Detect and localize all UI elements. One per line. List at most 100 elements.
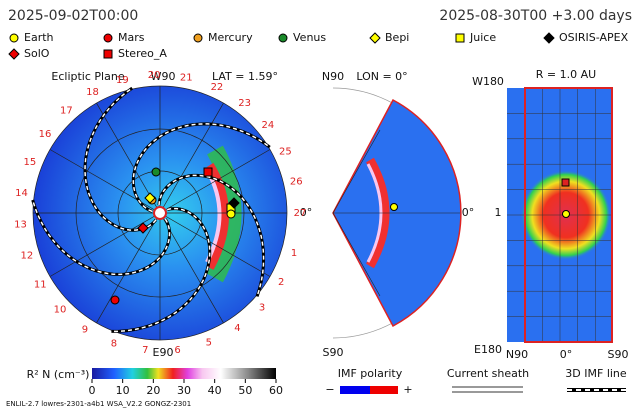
- axis-label: W90: [151, 70, 176, 83]
- axis-label: 0°: [560, 348, 573, 361]
- earth-marker: [390, 203, 398, 211]
- longitude-label: 9: [82, 325, 88, 336]
- legend-label: SolO: [24, 47, 50, 60]
- grid-line: [159, 212, 271, 277]
- longitude-label: 25: [279, 147, 292, 158]
- longitude-label: 12: [20, 251, 33, 262]
- marker: [193, 33, 203, 43]
- lon-label: LON = 0°: [356, 70, 407, 83]
- longitude-label: 17: [60, 105, 73, 116]
- key-title: IMF polarity: [338, 367, 403, 380]
- imf-line: [111, 207, 211, 333]
- longitude-label: 14: [15, 188, 28, 199]
- legend-label: Bepi: [385, 31, 409, 44]
- imf-line: [31, 199, 171, 276]
- marker: [137, 222, 149, 234]
- grid-line: [159, 102, 224, 214]
- marker: [228, 197, 240, 209]
- axis-label: N90: [506, 348, 528, 361]
- imf-line: [132, 123, 271, 213]
- sheath-key: [452, 386, 523, 393]
- marker: [203, 167, 213, 177]
- marker: [369, 32, 381, 44]
- axis-label: 0°: [300, 206, 313, 219]
- marker: [543, 32, 555, 44]
- longitude-label: 23: [238, 98, 251, 109]
- longitude-label: 5: [206, 337, 212, 348]
- marker: [226, 209, 236, 219]
- axis-label: 0°: [462, 206, 475, 219]
- longitude-label: 4: [234, 323, 240, 334]
- longitude-label: 26: [290, 176, 303, 187]
- polarity-border: [524, 87, 613, 343]
- longitude-label: 21: [180, 72, 193, 83]
- axis-label: E90: [153, 346, 174, 359]
- colorbar-title: R² N (cm⁻³): [27, 368, 90, 381]
- grid-line: [332, 129, 460, 297]
- longitude-label: 20: [148, 70, 161, 81]
- axis-label: 1: [495, 206, 502, 219]
- legend-label: Juice: [469, 31, 496, 44]
- legend-label: Stereo_A: [118, 47, 167, 60]
- marker: [151, 167, 161, 177]
- time: 2025-09-02T00:00: [8, 8, 138, 24]
- colorbar-tick-label: 10: [116, 384, 130, 397]
- stereo-marker: [561, 178, 570, 187]
- legend-label: Earth: [24, 31, 54, 44]
- panel-title: R = 1.0 AU: [536, 68, 596, 81]
- marker: [9, 33, 19, 43]
- longitude-label: 6: [174, 345, 180, 356]
- axis-label: S90: [608, 348, 629, 361]
- legend-label: OSIRIS-APEX: [559, 31, 629, 44]
- axis-label: E180: [474, 343, 502, 356]
- longitude-label: 24: [262, 120, 275, 131]
- legend-label: Venus: [293, 31, 326, 44]
- key-title: Current sheath: [447, 367, 529, 380]
- longitude-label: 16: [39, 129, 52, 140]
- imf-line: [84, 87, 157, 231]
- colorbar-tick-label: 60: [269, 384, 283, 397]
- marker: [8, 48, 20, 60]
- grid-line: [96, 212, 161, 324]
- grid-line: [49, 212, 161, 277]
- longitude-label: 7: [142, 345, 148, 356]
- colorbar-tick-label: 30: [177, 384, 191, 397]
- panel-title: Ecliptic Plane: [51, 70, 124, 83]
- colorbar-tick-label: 40: [208, 384, 222, 397]
- longitude-label: 2: [278, 277, 284, 288]
- longitude-label: 3: [259, 302, 265, 313]
- colorbar-tick-label: 20: [146, 384, 160, 397]
- axis-label: S90: [323, 346, 344, 359]
- marker: [110, 295, 120, 305]
- colorbar-tick-label: 0: [89, 384, 96, 397]
- longitude-label: 27: [294, 208, 307, 219]
- marker: [103, 49, 113, 59]
- longitude-label: 1: [291, 248, 297, 259]
- longitude-label: 13: [14, 220, 27, 231]
- longitude-label: 11: [34, 279, 47, 290]
- colorbar-tick-label: 50: [238, 384, 252, 397]
- cme-core: [206, 162, 229, 270]
- longitude-label: 22: [211, 82, 224, 93]
- key-title: 3D IMF line: [565, 367, 627, 380]
- marker: [103, 33, 113, 43]
- footer: ENLIL-2.7 lowres-2301-a4b1 WSA_V2.2 GONG…: [6, 400, 191, 408]
- imf-line: [158, 174, 265, 297]
- legend-label: Mercury: [208, 31, 253, 44]
- axis-label: N90: [322, 70, 344, 83]
- polarity-negative: [340, 386, 370, 394]
- axis-label: W180: [472, 75, 504, 88]
- longitude-label: 15: [23, 157, 36, 168]
- marker: [144, 192, 156, 204]
- marker: [455, 33, 465, 43]
- longitude-label: 19: [116, 75, 129, 86]
- key-label: +: [403, 383, 412, 396]
- sun: [153, 206, 167, 220]
- legend-label: Mars: [118, 31, 145, 44]
- marker: [278, 33, 288, 43]
- time-range: 2025-08-30T00 +3.00 days: [439, 8, 632, 24]
- grid-line: [159, 149, 271, 214]
- key-label: −: [325, 383, 334, 396]
- longitude-label: 18: [86, 87, 99, 98]
- longitude-label: 10: [54, 305, 67, 316]
